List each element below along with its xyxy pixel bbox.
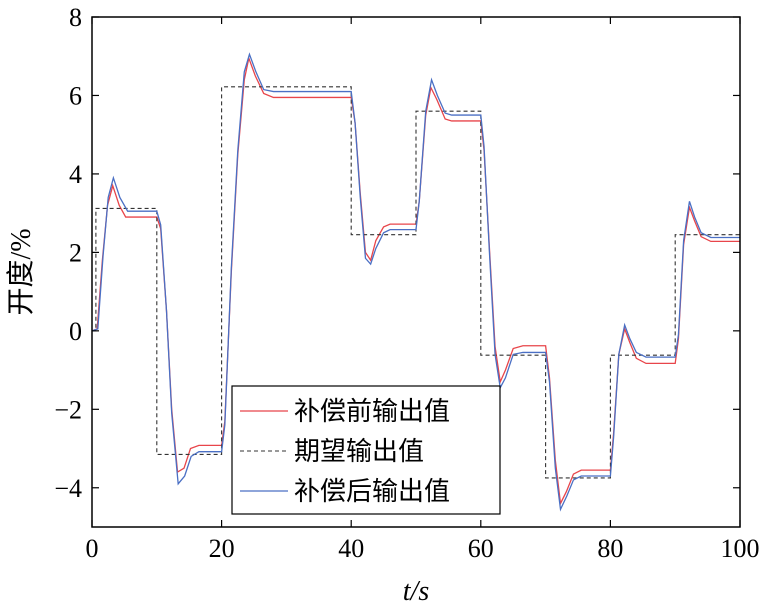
series-line-3 — [91, 52, 740, 512]
y-tick-label: 2 — [69, 238, 82, 267]
series-layer — [91, 52, 740, 512]
legend-label-2: 期望输出值 — [294, 437, 424, 467]
legend-label-3: 补偿后输出值 — [294, 477, 450, 507]
y-axis-label: 开度/% — [5, 228, 37, 315]
tick-layer: 0 20 40 60 80 100 −4 −2 0 2 4 6 8 — [54, 3, 759, 563]
x-tick-label: 20 — [209, 534, 235, 563]
x-tick-label: 0 — [86, 534, 99, 563]
x-tick-label: 60 — [468, 534, 494, 563]
y-tick-label: 0 — [69, 317, 82, 346]
series-line-2 — [92, 86, 740, 479]
legend-label-1: 补偿前输出值 — [294, 397, 450, 427]
plot-frame — [91, 16, 741, 528]
legend-box — [231, 385, 501, 515]
y-tick-label: 4 — [69, 160, 82, 189]
x-tick-label: 100 — [721, 534, 760, 563]
x-axis-label: t/s — [403, 576, 430, 607]
x-tick-label: 40 — [338, 534, 364, 563]
y-tick-label: −4 — [54, 474, 82, 503]
y-tick-label: 6 — [69, 81, 82, 110]
y-tick-label: 8 — [69, 3, 82, 32]
x-tick-label: 80 — [597, 534, 623, 563]
y-tick-label: −2 — [54, 395, 82, 424]
